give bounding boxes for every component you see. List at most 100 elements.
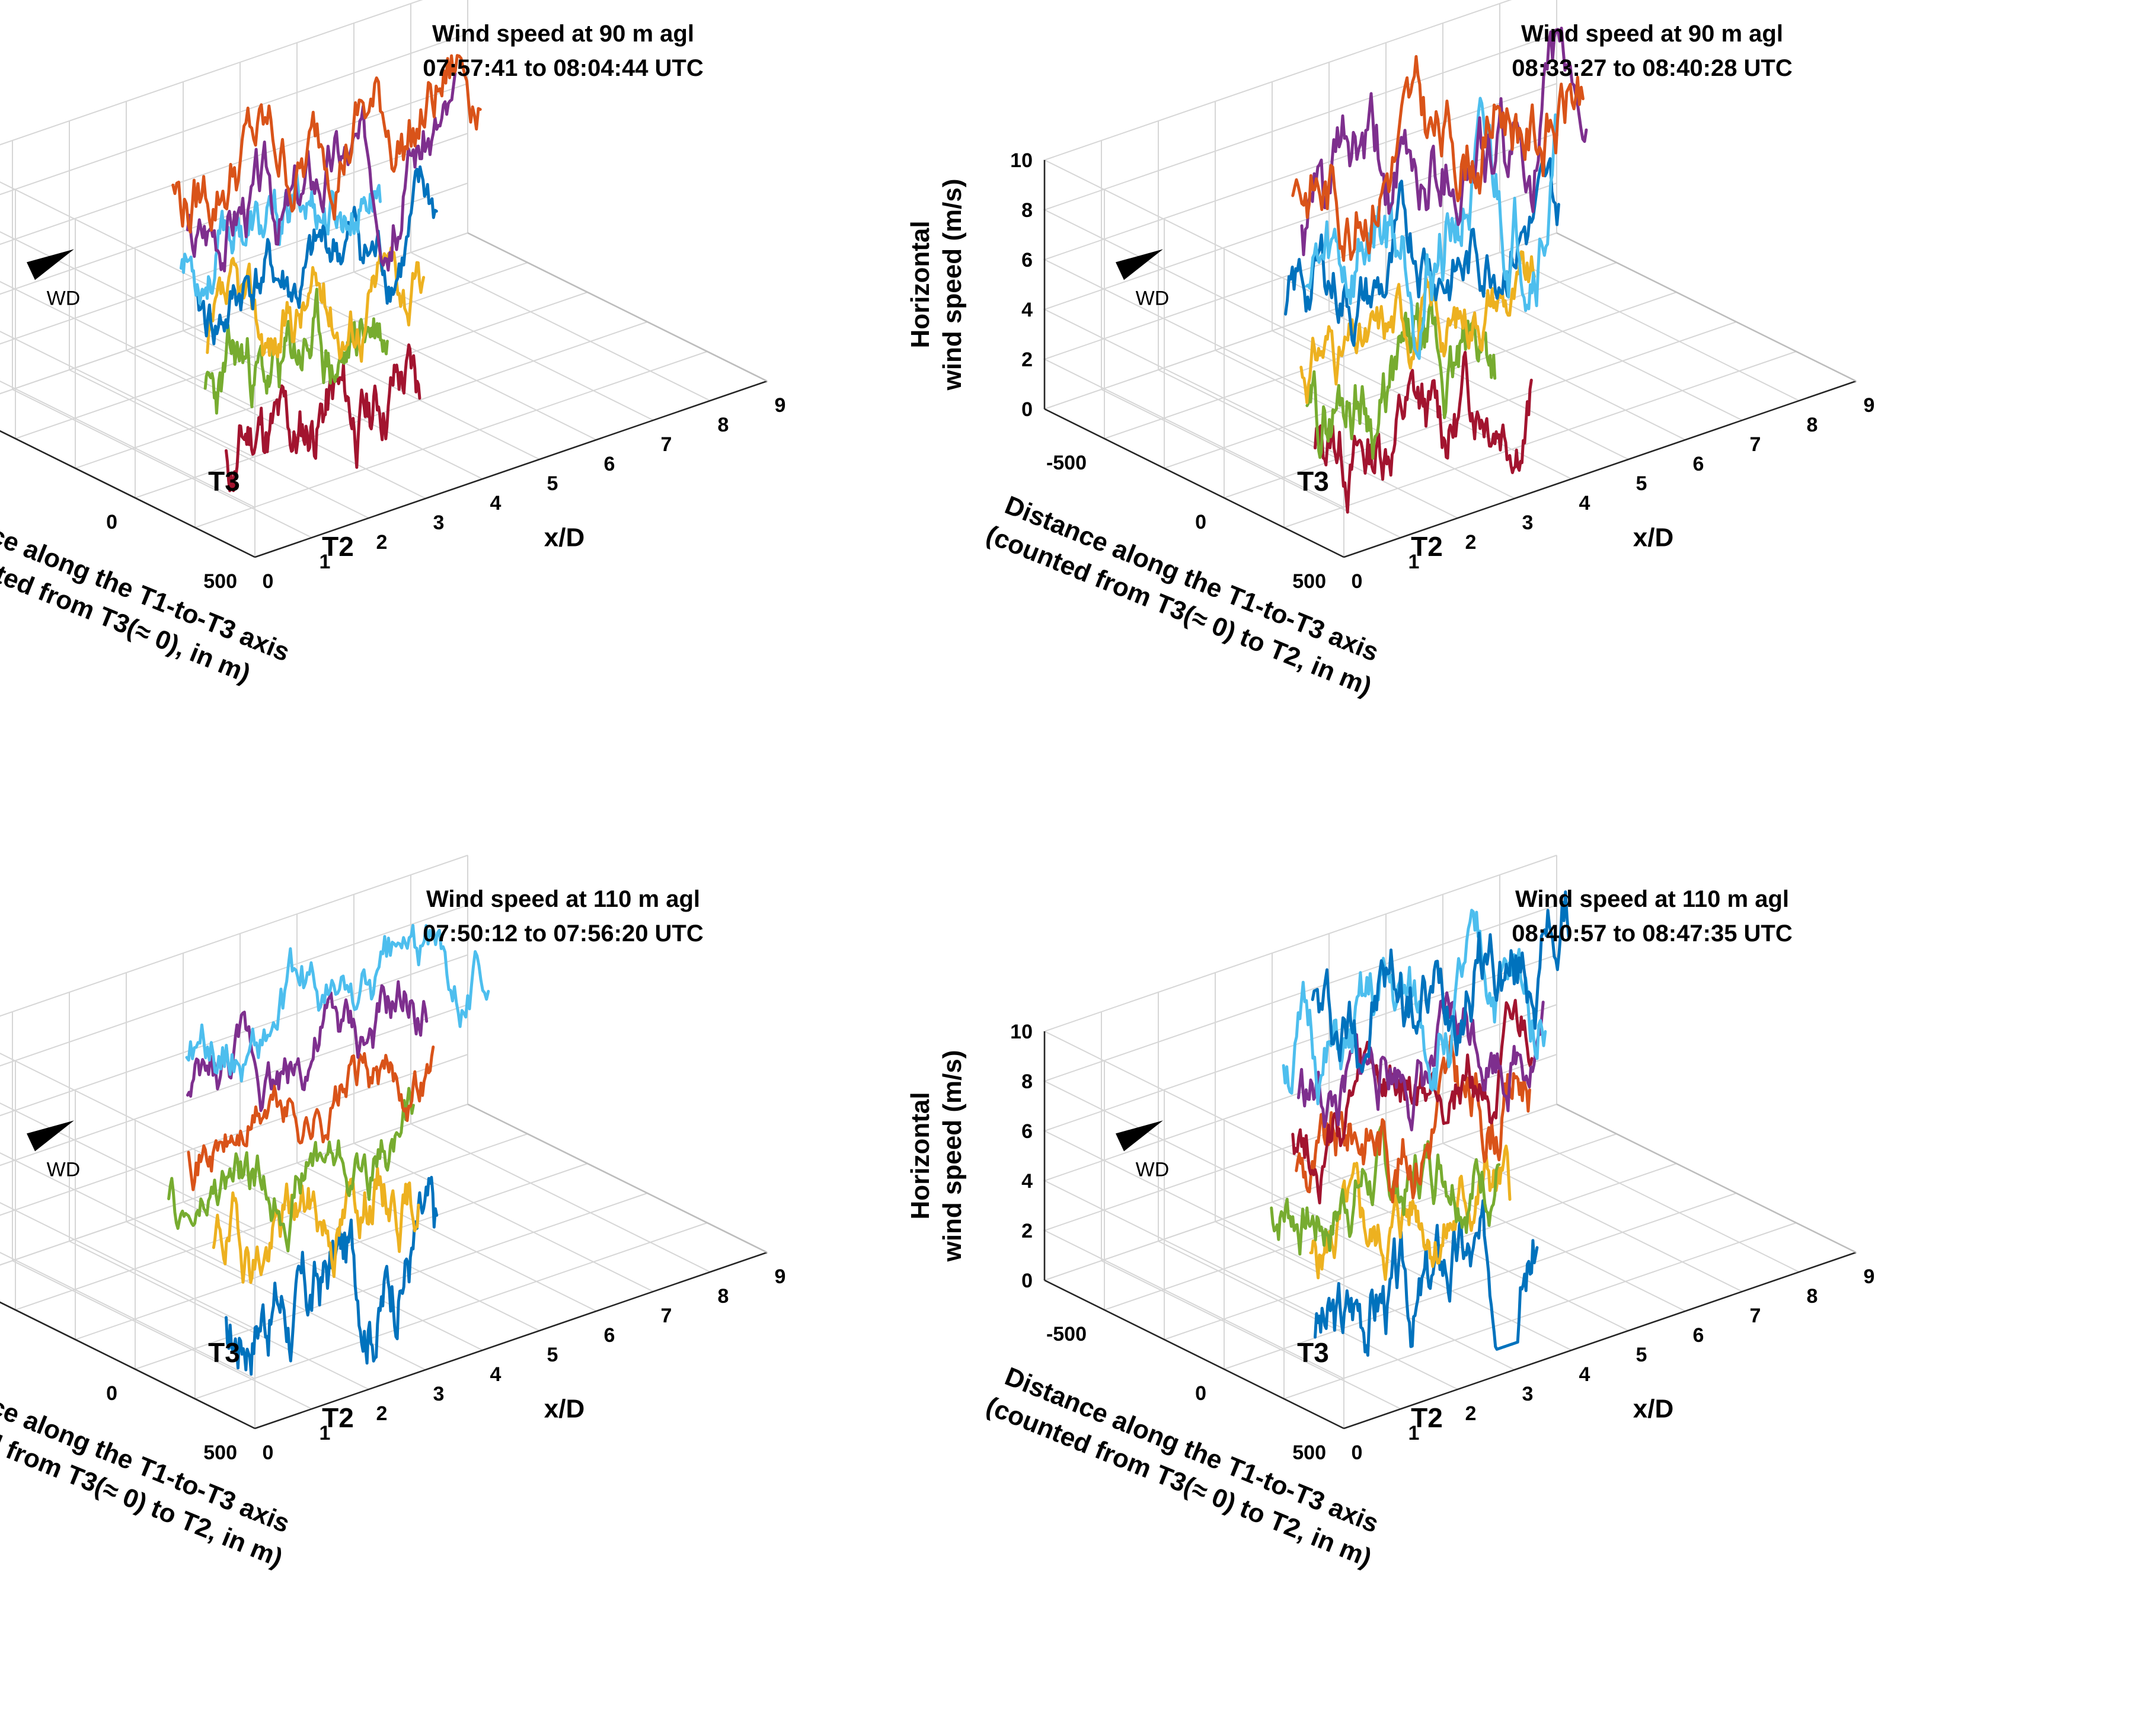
floor-edge — [467, 232, 768, 382]
series-line-3 — [196, 165, 438, 346]
series-line-1 — [212, 1166, 420, 1284]
x-axis-label: x/D — [1633, 523, 1673, 552]
x-tick-label: 1 — [320, 551, 331, 573]
axes-frame-0 — [0, 232, 768, 558]
y-axis-line — [1044, 408, 1344, 558]
grid-line-x — [1101, 1012, 1401, 1409]
grid-line-x — [1385, 43, 1686, 440]
series-group-0 — [171, 54, 482, 493]
grid-line-y — [1343, 1180, 1857, 1430]
series-line-2 — [167, 1086, 415, 1252]
x-axis-line — [254, 1251, 768, 1430]
series-line-4 — [1305, 97, 1558, 360]
series-group-2 — [167, 923, 490, 1376]
z-tick-label: 6 — [1021, 1120, 1033, 1143]
wind-direction-label: WD — [1136, 1158, 1170, 1181]
floor-edge — [467, 1103, 768, 1254]
x-tick-label: 8 — [1807, 414, 1818, 436]
grid-line-x — [1101, 140, 1401, 538]
x-tick-label: 4 — [490, 1363, 502, 1386]
x-tick-label: 8 — [718, 414, 729, 436]
x-tick-label: 3 — [433, 1383, 445, 1405]
series-line-6 — [171, 54, 482, 234]
floor-edge — [1556, 1103, 1857, 1254]
z-tick-label: 4 — [1021, 1170, 1033, 1193]
x-tick-label: 6 — [604, 1324, 615, 1347]
turbine-label-t2: T2 — [1411, 1402, 1443, 1433]
wind-direction-arrow-icon — [27, 249, 74, 280]
x-tick-label: 6 — [1693, 1324, 1704, 1347]
series-line-6 — [1291, 55, 1585, 262]
axes-frame-2 — [0, 1103, 768, 1430]
y-axis-line — [0, 430, 255, 558]
turbine-label-t3: T3 — [208, 1337, 240, 1368]
x-tick-label: 4 — [490, 492, 502, 514]
x-axis-label: x/D — [1633, 1395, 1673, 1424]
x-tick-label: 0 — [263, 570, 274, 593]
z-tick-label: 2 — [1021, 1220, 1033, 1242]
x-tick-label: 0 — [263, 1441, 274, 1464]
z-axis-label: Horizontal wind speed (m/s) — [906, 179, 967, 391]
y-tick-label: 500 — [203, 1441, 237, 1464]
turbine-label-t2: T2 — [322, 1402, 354, 1433]
chart-svg-3: 0 1 2 3 4 5 6 7 8 9 -500 0 500 0 2 4 6 8 10 T3 T2 Wind speed … — [906, 855, 1875, 1572]
x-tick-label: 8 — [1807, 1285, 1818, 1308]
grid-line-z — [0, 855, 468, 1180]
wind-direction-arrow-icon — [27, 1120, 74, 1152]
y-tick-label: 500 — [1292, 570, 1326, 593]
series-line-4 — [1291, 999, 1534, 1204]
ticks-1: 0 1 2 3 4 5 6 7 8 9 -500 0 500 0 2 4 6 8 10 — [1010, 149, 1874, 593]
axes-frame-3 — [1043, 1031, 1857, 1430]
chart-subtitle: 08:40:57 to 08:47:35 UTC — [1512, 920, 1793, 947]
x-tick-label: 9 — [1864, 1265, 1875, 1288]
wind-direction-arrow-icon — [1116, 249, 1163, 280]
x-tick-label: 1 — [320, 1422, 331, 1444]
x-tick-label: 9 — [775, 1265, 786, 1288]
y-tick-label: 0 — [106, 1382, 117, 1405]
y-axis-line — [1044, 1279, 1344, 1430]
grid-line-z — [0, 0, 423, 309]
x-tick-label: 2 — [1465, 1402, 1477, 1425]
wind-direction-arrow-icon — [1116, 1120, 1163, 1152]
x-tick-label: 7 — [1750, 433, 1761, 456]
grid-line-z — [0, 954, 468, 1280]
z-tick-label: 8 — [1021, 1070, 1033, 1093]
x-tick-label: 0 — [1352, 570, 1363, 593]
grid-line-z — [0, 33, 468, 359]
series-line-1 — [1309, 1145, 1512, 1281]
x-tick-label: 6 — [604, 453, 615, 475]
x-tick-label: 3 — [1522, 1383, 1534, 1405]
x-tick-label: 9 — [775, 394, 786, 417]
series-line-5 — [1296, 991, 1545, 1132]
wind-direction-label: WD — [47, 287, 81, 309]
series-line-7 — [1311, 890, 1570, 1073]
grid-line-z — [0, 1054, 468, 1379]
turbine-label-t3: T3 — [208, 466, 240, 497]
z-tick-label: 6 — [1021, 249, 1033, 271]
chart-panel-1: 0 1 2 3 4 5 6 7 8 9 -500 0 500 0 2 4 6 8 10 T3 T2 Wind speed … — [906, 0, 2156, 854]
series-group-3 — [1270, 890, 1570, 1357]
grid-line-x — [183, 953, 483, 1351]
chart-title: Wind speed at 110 m agl — [1515, 886, 1789, 912]
x-tick-label: 2 — [376, 531, 388, 554]
grid-line-x — [1328, 934, 1629, 1331]
grid-line-z — [0, 183, 468, 508]
x-tick-label: 3 — [433, 512, 445, 534]
wind-direction-label: WD — [1136, 287, 1170, 309]
chart-panel-3: 0 1 2 3 4 5 6 7 8 9 -500 0 500 0 2 4 6 8 10 T3 T2 Wind speed … — [906, 855, 2156, 1719]
z-tick-label: 4 — [1021, 299, 1033, 321]
series-line-3 — [187, 1045, 435, 1191]
x-tick-label: 7 — [1750, 1305, 1761, 1327]
x-tick-label: 8 — [718, 1285, 729, 1308]
grid-line-y — [254, 308, 768, 558]
grid-line-x — [353, 23, 654, 421]
grid-line-y — [254, 1180, 768, 1430]
x-tick-label: 4 — [1579, 1363, 1590, 1386]
x-tick-label: 6 — [1693, 453, 1704, 475]
z-axis-label-line1: Horizontal — [906, 220, 935, 348]
grid-line-z — [1043, 1104, 1557, 1429]
z-axis-label: Horizontal wind speed (m/s) — [906, 1050, 967, 1262]
